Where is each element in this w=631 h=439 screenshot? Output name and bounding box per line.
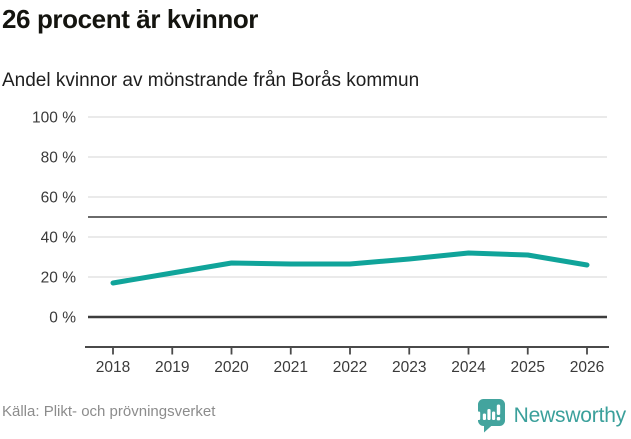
svg-text:0 %: 0 % <box>49 310 76 327</box>
svg-text:40 %: 40 % <box>41 230 77 247</box>
newsworthy-logo: Newsworthy <box>476 398 627 433</box>
svg-text:2026: 2026 <box>570 359 604 376</box>
newsworthy-wordmark: Newsworthy <box>513 403 627 427</box>
svg-text:2023: 2023 <box>392 359 426 376</box>
chart-title: 26 procent är kvinnor <box>2 4 259 34</box>
data-line <box>110 250 590 286</box>
svg-text:2022: 2022 <box>333 359 367 376</box>
svg-text:2019: 2019 <box>155 359 189 376</box>
svg-text:2025: 2025 <box>511 359 545 376</box>
svg-text:20 %: 20 % <box>41 270 77 287</box>
svg-text:2018: 2018 <box>96 359 130 376</box>
svg-text:60 %: 60 % <box>41 190 77 207</box>
svg-text:2024: 2024 <box>451 359 486 376</box>
source-note: Källa: Plikt- och prövningsverket <box>2 403 216 420</box>
newsworthy-bubble-barchart-icon <box>476 399 505 433</box>
svg-text:80 %: 80 % <box>41 150 77 167</box>
chart-subtitle: Andel kvinnor av mönstrande från Borås k… <box>2 70 420 91</box>
line-chart: 0 % 20 % 40 % 60 % 80 % 100 % 2018 2019 2020 2021… <box>32 110 609 376</box>
svg-text:2021: 2021 <box>274 359 308 376</box>
svg-text:100 %: 100 % <box>32 110 76 127</box>
svg-text:2020: 2020 <box>214 359 249 376</box>
